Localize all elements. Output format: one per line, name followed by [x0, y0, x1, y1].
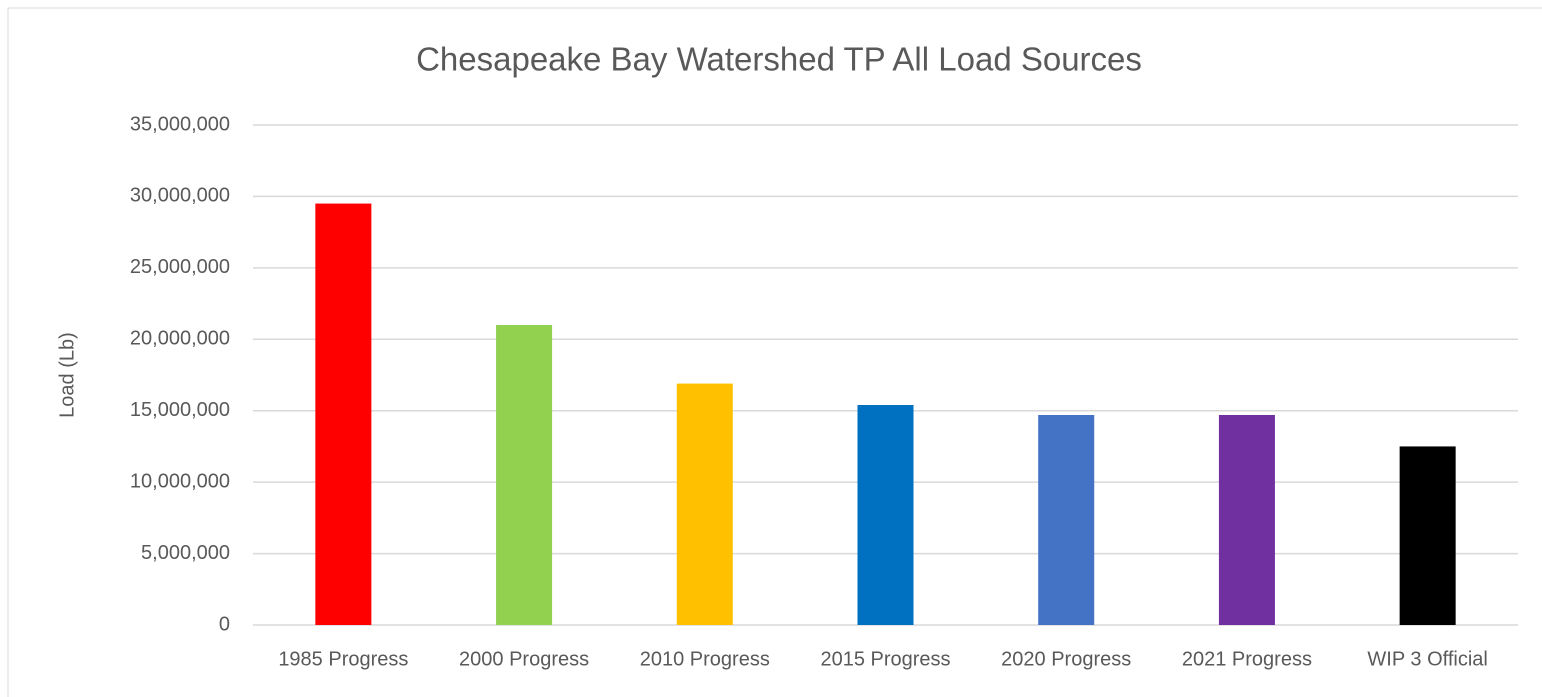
y-tick-label: 5,000,000: [141, 542, 230, 564]
x-tick-label: 2000 Progress: [459, 648, 589, 670]
bar: [1038, 415, 1095, 625]
x-tick-label: 1985 Progress: [278, 648, 408, 670]
y-tick-label: 20,000,000: [130, 328, 230, 350]
y-tick-label: 15,000,000: [130, 399, 230, 421]
bar: [315, 203, 372, 626]
y-tick-label: 10,000,000: [130, 470, 230, 492]
y-tick-label: 30,000,000: [130, 185, 230, 207]
y-tick-label: 25,000,000: [130, 256, 230, 278]
bar: [676, 383, 733, 625]
x-tick-label: 2015 Progress: [820, 648, 950, 670]
y-tick-label: 0: [219, 613, 230, 635]
x-tick-label: 2020 Progress: [1001, 648, 1131, 670]
y-tick-label: 35,000,000: [130, 113, 230, 135]
x-tick-label: 2010 Progress: [640, 648, 770, 670]
bar: [496, 325, 553, 625]
bar: [857, 405, 914, 625]
bar: [1399, 446, 1456, 625]
chart-border: [7, 7, 1542, 697]
x-tick-label: WIP 3 Official: [1367, 648, 1487, 670]
y-axis-title: Load (Lb): [56, 332, 78, 418]
chart-title: Chesapeake Bay Watershed TP All Load Sou…: [416, 41, 1142, 78]
x-tick-label: 2021 Progress: [1182, 648, 1312, 670]
bar: [1218, 415, 1275, 625]
